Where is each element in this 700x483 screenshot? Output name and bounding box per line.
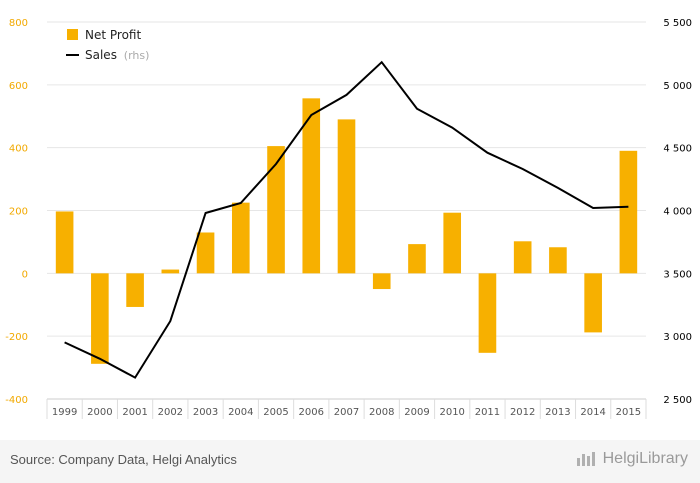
x-tick-label: 2015	[616, 407, 641, 418]
x-axis: 1999 2000 2001 2002 2003 2004 2005 2006 2007 2008…	[46, 398, 647, 419]
bar-net-profit-2009	[408, 244, 426, 274]
x-tick-label: 2003	[193, 407, 218, 418]
left-tick-label: 800	[9, 18, 28, 29]
bar-net-profit-1999	[55, 211, 74, 274]
legend-swatch-net-profit	[67, 29, 78, 40]
x-tick-label: 2013	[545, 407, 570, 418]
source-text: Source: Company Data, Helgi Analytics	[10, 452, 237, 467]
left-tick-label: -400	[5, 395, 28, 406]
chart: -400 -200 0 200 400 600 800 2 500 3 000 3 500 4 0…	[5, 18, 692, 419]
right-tick-label: 5 500	[663, 18, 692, 29]
bar-net-profit-2003	[196, 232, 215, 274]
bar-net-profit-2012	[513, 241, 532, 274]
x-tick-label: 2006	[299, 407, 324, 418]
sales-line	[64, 60, 629, 379]
left-tick-label: 600	[9, 81, 28, 92]
bar-net-profit-2010	[443, 212, 462, 274]
x-tick-label: 2001	[122, 407, 147, 418]
legend-label-net-profit: Net Profit	[85, 28, 141, 42]
x-tick-label: 2014	[580, 407, 605, 418]
left-axis: -400 -200 0 200 400 600 800	[5, 18, 28, 406]
x-tick-label: 2012	[510, 407, 535, 418]
brand-name: HelgiLibrary	[602, 450, 688, 467]
right-tick-label: 4 000	[663, 207, 692, 218]
bar-net-profit-2014	[584, 273, 602, 333]
x-tick-label: 1999	[52, 407, 77, 418]
legend-label-sales-name: Sales	[85, 48, 117, 62]
legend: Net Profit Sales (rhs)	[66, 28, 149, 62]
x-tick-label: 2004	[228, 407, 253, 418]
x-tick-label: 2010	[439, 407, 464, 418]
x-tick-label: 2000	[87, 407, 112, 418]
footer: Source: Company Data, Helgi Analytics He…	[0, 440, 700, 483]
x-tick-label: 2009	[404, 407, 429, 418]
bar-net-profit-2013	[549, 247, 567, 274]
bar-net-profit-2007	[337, 119, 356, 274]
x-tick-label: 2005	[263, 407, 288, 418]
right-tick-label: 4 500	[663, 144, 692, 155]
bar-net-profit-2004	[231, 202, 250, 274]
right-tick-label: 3 500	[663, 269, 692, 280]
bar-net-profit-2001	[126, 273, 144, 307]
x-tick-label: 2011	[475, 407, 500, 418]
net-profit-bars	[55, 98, 638, 364]
left-tick-label: 400	[9, 144, 28, 155]
bar-net-profit-2008	[372, 273, 391, 290]
legend-label-sales-suffix: (rhs)	[124, 49, 150, 62]
legend-label-sales: Sales (rhs)	[85, 48, 149, 62]
right-tick-label: 5 000	[663, 81, 692, 92]
right-tick-label: 2 500	[663, 395, 692, 406]
left-tick-label: 0	[22, 269, 28, 280]
bar-net-profit-2006	[302, 98, 321, 274]
brand-logo: HelgiLibrary	[576, 450, 688, 468]
x-tick-label: 2007	[334, 407, 359, 418]
bar-net-profit-2011	[478, 273, 497, 353]
left-tick-label: 200	[9, 207, 28, 218]
bar-net-profit-2000	[91, 273, 109, 364]
bar-net-profit-2005	[267, 146, 285, 274]
bar-net-profit-2015	[619, 150, 638, 274]
bar-net-profit-2002	[161, 269, 180, 274]
right-tick-label: 3 000	[663, 332, 692, 343]
x-tick-label: 2002	[158, 407, 183, 418]
library-icon	[576, 452, 599, 466]
left-tick-label: -200	[5, 332, 28, 343]
right-axis: 2 500 3 000 3 500 4 000 4 500 5 000 5 500	[663, 18, 692, 406]
x-tick-label: 2008	[369, 407, 394, 418]
